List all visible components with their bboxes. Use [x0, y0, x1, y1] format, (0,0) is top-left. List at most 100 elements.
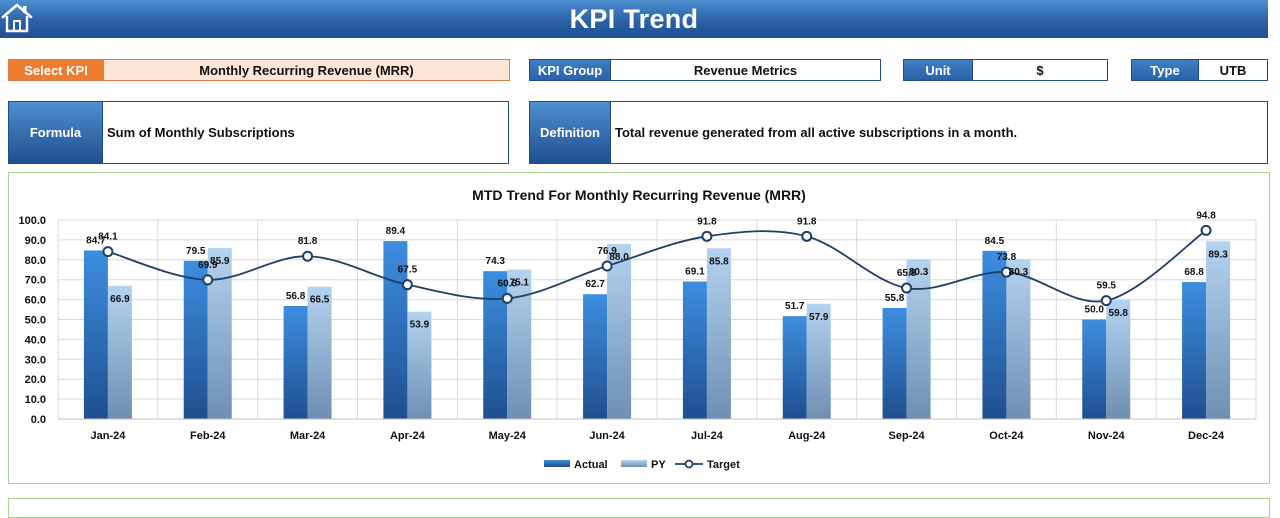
actual-data-label: 84.5: [985, 236, 1005, 247]
actual-data-label: 51.7: [785, 301, 805, 312]
x-tick-label: Sep-24: [889, 430, 926, 442]
target-marker: [901, 282, 913, 294]
target-data-label: 65.8: [897, 268, 917, 279]
y-tick-label: 50.0: [25, 315, 46, 327]
y-tick-label: 30.0: [25, 354, 46, 366]
x-tick-label: Aug-24: [788, 430, 826, 442]
bar-actual: [383, 241, 408, 419]
select-kpi-value[interactable]: Monthly Recurring Revenue (MRR): [103, 60, 509, 80]
bottom-panel: [8, 498, 1270, 518]
bar-actual: [183, 260, 208, 419]
y-tick-label: 40.0: [25, 334, 46, 346]
formula-label: Formula: [9, 102, 103, 163]
legend-actual-swatch: [544, 460, 570, 467]
x-tick-label: Jul-24: [691, 430, 724, 442]
actual-data-label: 89.4: [386, 226, 406, 237]
x-tick-label: Jun-24: [589, 430, 625, 442]
x-tick-label: May-24: [489, 430, 527, 442]
legend-target-marker: [684, 459, 694, 469]
actual-data-label: 79.5: [186, 246, 206, 257]
target-data-label: 67.5: [398, 265, 418, 276]
header-banner: [0, 0, 1268, 38]
bar-actual: [982, 250, 1007, 419]
select-kpi-field[interactable]: Select KPI Monthly Recurring Revenue (MR…: [8, 59, 510, 81]
bar-actual: [283, 305, 308, 419]
bar-py: [1206, 241, 1231, 419]
bar-py: [1006, 259, 1031, 419]
bar-actual: [83, 250, 108, 419]
target-data-label: 91.8: [697, 216, 717, 227]
bar-py: [706, 248, 731, 419]
unit-value: $: [972, 60, 1107, 80]
target-marker: [1200, 224, 1212, 236]
home-icon[interactable]: [0, 2, 34, 34]
trend-chart: MTD Trend For Monthly Recurring Revenue …: [18, 187, 1257, 471]
actual-data-label: 50.0: [1085, 305, 1105, 316]
target-marker: [1000, 266, 1012, 278]
bar-actual: [682, 281, 707, 419]
legend-py-swatch: [621, 460, 647, 467]
x-tick-label: Feb-24: [190, 430, 226, 442]
y-tick-label: 0.0: [31, 414, 46, 426]
bar-actual: [583, 294, 608, 419]
py-data-label: 53.9: [410, 320, 430, 331]
py-data-label: 89.3: [1208, 249, 1228, 260]
py-data-label: 75.1: [510, 278, 530, 289]
target-data-label: 81.8: [298, 236, 318, 247]
type-value: UTB: [1198, 60, 1267, 80]
py-data-label: 80.3: [909, 267, 929, 278]
kpi-group-value: Revenue Metrics: [610, 60, 880, 80]
legend-py-label: PY: [651, 459, 666, 471]
target-marker: [1100, 295, 1112, 307]
unit-field: Unit $: [903, 59, 1108, 81]
actual-data-label: 62.7: [585, 279, 605, 290]
bar-actual: [1182, 282, 1207, 419]
bar-py: [607, 243, 632, 419]
x-tick-label: Mar-24: [290, 430, 326, 442]
py-data-label: 66.9: [110, 294, 130, 305]
target-marker: [601, 260, 613, 272]
y-tick-label: 90.0: [25, 235, 46, 247]
x-tick-label: Apr-24: [390, 430, 426, 442]
type-label: Type: [1132, 60, 1198, 80]
x-tick-label: Oct-24: [989, 430, 1024, 442]
py-data-label: 66.5: [310, 295, 330, 306]
py-data-label: 59.8: [1109, 308, 1129, 319]
y-tick-label: 10.0: [25, 394, 46, 406]
actual-data-label: 84.7: [86, 235, 106, 246]
py-data-label: 88.0: [609, 252, 629, 263]
target-data-label: 59.5: [1097, 281, 1117, 292]
x-tick-label: Nov-24: [1088, 430, 1126, 442]
bar-py: [107, 285, 132, 419]
actual-data-label: 69.1: [685, 266, 705, 277]
target-data-label: 69.9: [198, 260, 218, 271]
definition-label: Definition: [530, 102, 611, 163]
legend-target-label: Target: [707, 459, 740, 471]
formula-box: Formula Sum of Monthly Subscriptions: [8, 101, 509, 164]
target-marker: [401, 279, 413, 291]
y-tick-label: 70.0: [25, 275, 46, 287]
py-data-label: 85.9: [210, 256, 230, 267]
actual-data-label: 74.3: [486, 256, 506, 267]
target-marker: [701, 230, 713, 242]
y-tick-label: 20.0: [25, 374, 46, 386]
target-data-label: 94.8: [1196, 210, 1216, 221]
bar-actual: [483, 271, 508, 419]
legend-actual-label: Actual: [574, 459, 608, 471]
x-tick-label: Jan-24: [90, 430, 126, 442]
py-data-label: 80.3: [1009, 267, 1029, 278]
bar-py: [207, 248, 232, 419]
kpi-group-label: KPI Group: [530, 60, 610, 80]
actual-data-label: 68.8: [1184, 267, 1204, 278]
kpi-group-field: KPI Group Revenue Metrics: [529, 59, 881, 81]
target-marker: [102, 246, 114, 258]
py-data-label: 57.9: [809, 312, 829, 323]
y-tick-label: 80.0: [25, 255, 46, 267]
target-line: [107, 229, 1207, 303]
x-tick-label: Dec-24: [1188, 430, 1225, 442]
type-field: Type UTB: [1131, 59, 1268, 81]
bar-py: [906, 259, 931, 419]
bar-py: [1106, 299, 1131, 419]
target-marker: [302, 250, 314, 262]
select-kpi-label: Select KPI: [9, 60, 103, 80]
